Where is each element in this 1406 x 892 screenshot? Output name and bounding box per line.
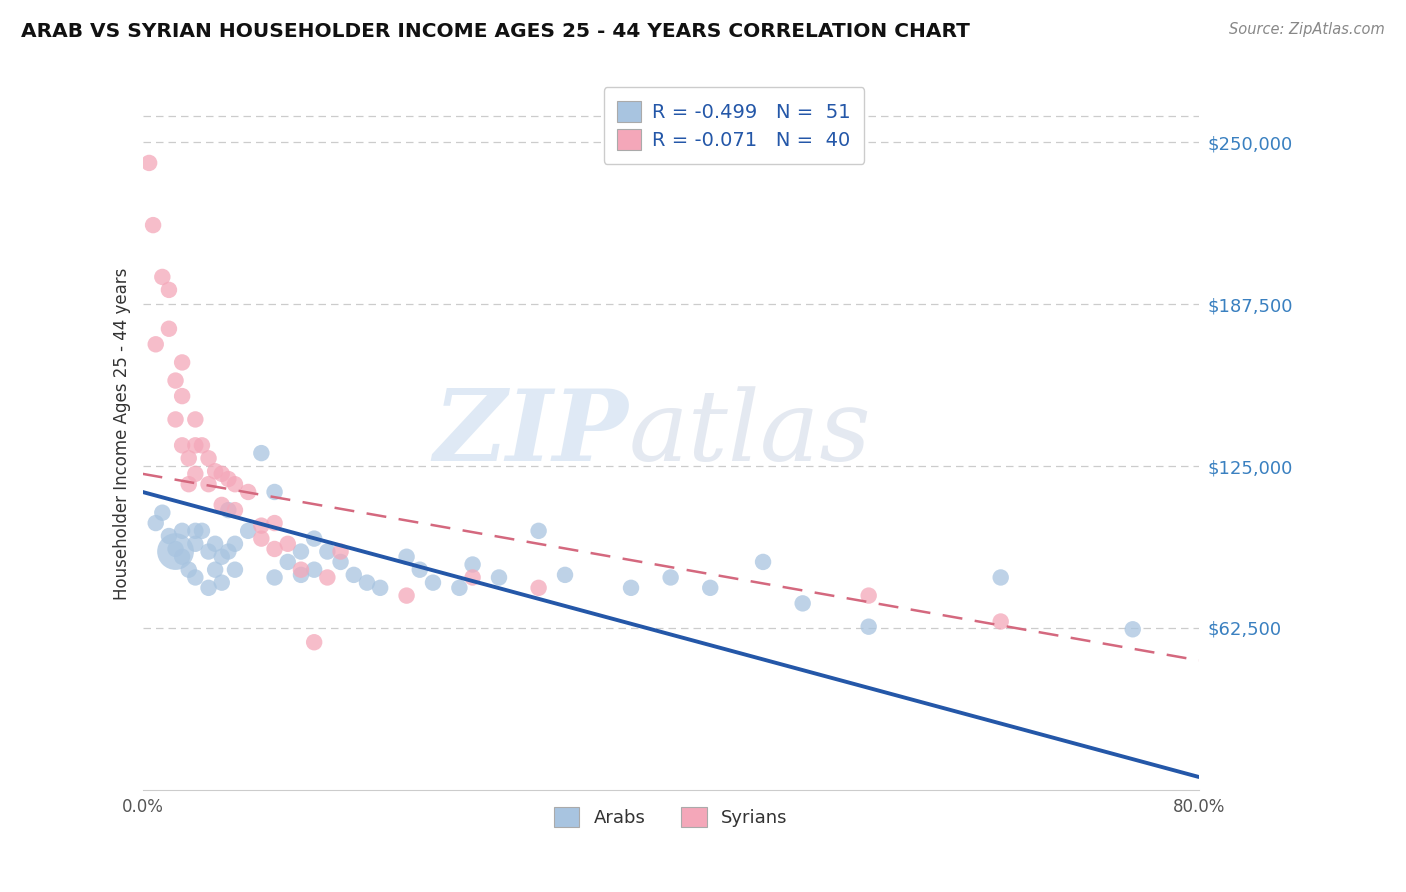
Point bbox=[197, 451, 219, 466]
Point bbox=[172, 549, 194, 564]
Point bbox=[250, 532, 273, 546]
Text: ZIP: ZIP bbox=[433, 385, 628, 482]
Point bbox=[157, 322, 180, 336]
Point bbox=[368, 581, 391, 595]
Point bbox=[752, 555, 775, 569]
Point bbox=[217, 544, 239, 558]
Point bbox=[184, 467, 207, 481]
Point bbox=[250, 518, 273, 533]
Legend: Arabs, Syrians: Arabs, Syrians bbox=[547, 800, 794, 834]
Point bbox=[329, 555, 352, 569]
Point bbox=[263, 485, 285, 500]
Point bbox=[290, 544, 312, 558]
Point bbox=[329, 544, 352, 558]
Point bbox=[184, 537, 207, 551]
Point bbox=[217, 503, 239, 517]
Point bbox=[184, 524, 207, 538]
Point bbox=[263, 541, 285, 556]
Point bbox=[211, 549, 233, 564]
Point bbox=[277, 555, 299, 569]
Point bbox=[395, 589, 418, 603]
Point bbox=[316, 570, 339, 584]
Point bbox=[250, 446, 273, 460]
Point bbox=[184, 438, 207, 452]
Y-axis label: Householder Income Ages 25 - 44 years: Householder Income Ages 25 - 44 years bbox=[114, 268, 131, 599]
Point bbox=[395, 549, 418, 564]
Point bbox=[263, 570, 285, 584]
Point bbox=[422, 575, 444, 590]
Point bbox=[204, 464, 226, 478]
Point bbox=[858, 620, 880, 634]
Point bbox=[527, 581, 550, 595]
Point bbox=[150, 506, 173, 520]
Point bbox=[224, 537, 246, 551]
Point bbox=[449, 581, 471, 595]
Point bbox=[150, 269, 173, 284]
Point bbox=[236, 485, 259, 500]
Point bbox=[990, 570, 1012, 584]
Point bbox=[172, 355, 194, 369]
Point bbox=[316, 544, 339, 558]
Point bbox=[157, 529, 180, 543]
Point bbox=[263, 516, 285, 530]
Point bbox=[236, 524, 259, 538]
Point bbox=[792, 596, 814, 610]
Text: Source: ZipAtlas.com: Source: ZipAtlas.com bbox=[1229, 22, 1385, 37]
Point bbox=[145, 516, 167, 530]
Point bbox=[290, 563, 312, 577]
Point bbox=[165, 541, 187, 556]
Point bbox=[858, 589, 880, 603]
Point bbox=[197, 477, 219, 491]
Point bbox=[211, 498, 233, 512]
Point bbox=[191, 524, 214, 538]
Point bbox=[172, 524, 194, 538]
Point bbox=[343, 567, 366, 582]
Point bbox=[197, 581, 219, 595]
Point bbox=[211, 467, 233, 481]
Point bbox=[177, 477, 200, 491]
Point bbox=[211, 575, 233, 590]
Point bbox=[302, 563, 325, 577]
Point bbox=[488, 570, 510, 584]
Point bbox=[224, 563, 246, 577]
Point bbox=[142, 218, 165, 232]
Point bbox=[620, 581, 643, 595]
Point bbox=[554, 567, 576, 582]
Point bbox=[356, 575, 378, 590]
Point bbox=[157, 283, 180, 297]
Text: atlas: atlas bbox=[628, 386, 872, 482]
Point bbox=[177, 563, 200, 577]
Point bbox=[527, 524, 550, 538]
Point bbox=[177, 451, 200, 466]
Point bbox=[277, 537, 299, 551]
Point bbox=[224, 503, 246, 517]
Point bbox=[461, 558, 484, 572]
Point bbox=[165, 544, 187, 558]
Point bbox=[138, 156, 160, 170]
Point bbox=[204, 537, 226, 551]
Text: ARAB VS SYRIAN HOUSEHOLDER INCOME AGES 25 - 44 YEARS CORRELATION CHART: ARAB VS SYRIAN HOUSEHOLDER INCOME AGES 2… bbox=[21, 22, 970, 41]
Point bbox=[197, 544, 219, 558]
Point bbox=[204, 563, 226, 577]
Point bbox=[659, 570, 682, 584]
Point bbox=[1122, 622, 1144, 636]
Point bbox=[145, 337, 167, 351]
Point bbox=[990, 615, 1012, 629]
Point bbox=[302, 532, 325, 546]
Point bbox=[224, 477, 246, 491]
Point bbox=[184, 412, 207, 426]
Point bbox=[302, 635, 325, 649]
Point bbox=[217, 472, 239, 486]
Point bbox=[184, 570, 207, 584]
Point bbox=[191, 438, 214, 452]
Point bbox=[165, 374, 187, 388]
Point bbox=[461, 570, 484, 584]
Point bbox=[699, 581, 721, 595]
Point bbox=[165, 412, 187, 426]
Point bbox=[172, 389, 194, 403]
Point bbox=[172, 438, 194, 452]
Point bbox=[290, 567, 312, 582]
Point bbox=[409, 563, 432, 577]
